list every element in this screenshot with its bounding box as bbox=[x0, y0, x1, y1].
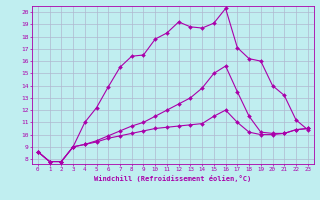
X-axis label: Windchill (Refroidissement éolien,°C): Windchill (Refroidissement éolien,°C) bbox=[94, 175, 252, 182]
